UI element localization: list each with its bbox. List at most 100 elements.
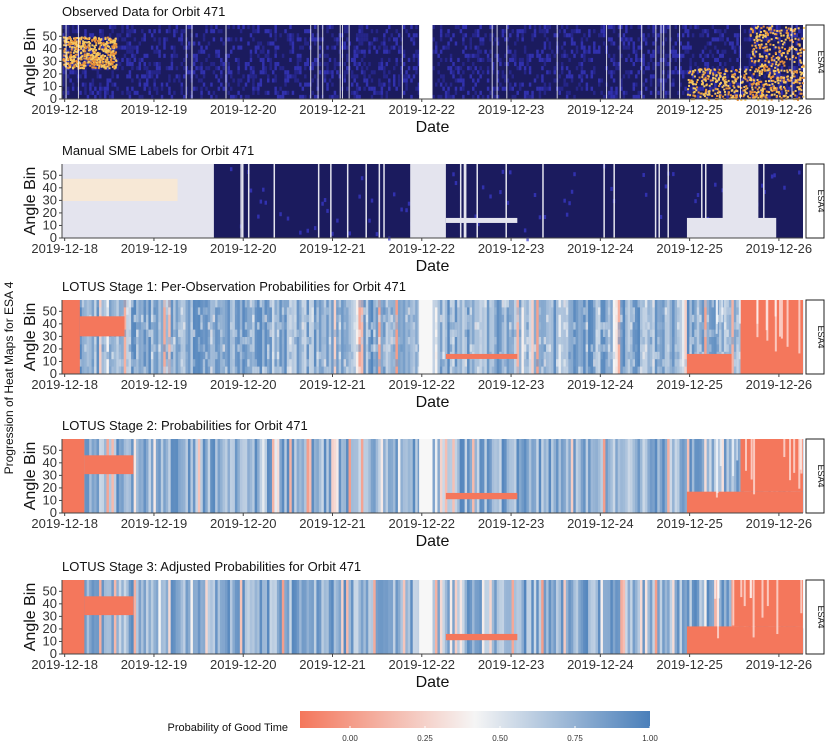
x-tick-label: 2019-12-18 xyxy=(31,377,98,392)
y-tick-label: 0 xyxy=(50,366,57,381)
facet-strip xyxy=(805,299,825,375)
panel-title: LOTUS Stage 2: Probabilities for Orbit 4… xyxy=(62,418,308,433)
y-tick-label: 50 xyxy=(43,442,57,457)
x-tick-label: 2019-12-24 xyxy=(567,241,634,256)
x-tick-label: 2019-12-23 xyxy=(478,241,545,256)
y-axis-label: Angle Bin xyxy=(22,442,39,511)
heatmap-cells xyxy=(62,300,804,374)
legend-tick-label: 0.75 xyxy=(567,734,583,743)
facet-strip-label: ESA4 xyxy=(816,605,826,628)
y-tick-label: 30 xyxy=(43,467,57,482)
y-tick-label: 10 xyxy=(43,633,57,648)
legend-tick-label: 0.00 xyxy=(342,734,358,743)
y-axis-label: Angle Bin xyxy=(22,303,39,372)
y-tick-label: 0 xyxy=(50,646,57,661)
x-axis-label: Date xyxy=(416,674,450,691)
x-tick-label: 2019-12-22 xyxy=(389,377,456,392)
panel-title: Observed Data for Orbit 471 xyxy=(62,4,225,19)
heatmap-cells xyxy=(62,25,805,101)
x-tick-label: 2019-12-26 xyxy=(746,241,813,256)
y-tick-label: 50 xyxy=(43,583,57,598)
y-tick-label: 30 xyxy=(43,328,57,343)
legend-tick-label: 0.25 xyxy=(417,734,433,743)
x-tick-label: 2019-12-18 xyxy=(31,241,98,256)
x-tick-label: 2019-12-21 xyxy=(299,516,366,531)
facet-strip xyxy=(805,579,825,655)
x-tick-label: 2019-12-25 xyxy=(656,241,723,256)
x-tick-label: 2019-12-26 xyxy=(746,657,813,672)
x-tick-label: 2019-12-24 xyxy=(567,377,634,392)
facet-strip-label: ESA4 xyxy=(816,50,826,73)
y-tick-label: 50 xyxy=(43,28,57,43)
y-tick-label: 40 xyxy=(43,180,57,195)
x-tick-label: 2019-12-21 xyxy=(299,241,366,256)
x-tick-label: 2019-12-23 xyxy=(478,377,545,392)
outer-y-axis-label: Progression of Heat Maps for ESA 4 xyxy=(2,281,16,474)
y-tick-label: 20 xyxy=(43,205,57,220)
panel-5: LOTUS Stage 3: Adjusted Probabilities fo… xyxy=(22,559,826,691)
x-axis-label: Date xyxy=(416,533,450,550)
x-tick-label: 2019-12-19 xyxy=(121,377,188,392)
x-axis-label: Date xyxy=(416,394,450,411)
legend-colorbar xyxy=(300,711,650,728)
y-tick-label: 20 xyxy=(43,66,57,81)
x-axis-label: Date xyxy=(416,258,450,275)
x-tick-label: 2019-12-22 xyxy=(389,102,456,117)
x-tick-label: 2019-12-19 xyxy=(121,657,188,672)
x-tick-label: 2019-12-22 xyxy=(389,241,456,256)
panel-title: Manual SME Labels for Orbit 471 xyxy=(62,143,254,158)
panels: Observed Data for Orbit 4710102030405020… xyxy=(22,4,826,691)
legend-tick-label: 0.50 xyxy=(492,734,508,743)
legend-title: Probability of Good Time xyxy=(168,722,288,734)
x-tick-label: 2019-12-26 xyxy=(746,516,813,531)
panel-title: LOTUS Stage 3: Adjusted Probabilities fo… xyxy=(62,559,361,574)
x-tick-label: 2019-12-18 xyxy=(31,516,98,531)
facet-strip xyxy=(805,438,825,514)
x-tick-label: 2019-12-23 xyxy=(478,102,545,117)
x-tick-label: 2019-12-18 xyxy=(31,657,98,672)
heatmap-cells xyxy=(62,164,803,242)
x-tick-label: 2019-12-24 xyxy=(567,102,634,117)
x-tick-label: 2019-12-23 xyxy=(478,657,545,672)
legend-tick-label: 1.00 xyxy=(642,734,658,743)
y-tick-label: 10 xyxy=(43,353,57,368)
x-axis-label: Date xyxy=(416,119,450,136)
y-tick-label: 20 xyxy=(43,341,57,356)
y-tick-label: 10 xyxy=(43,217,57,232)
x-tick-label: 2019-12-25 xyxy=(656,377,723,392)
x-tick-label: 2019-12-21 xyxy=(299,102,366,117)
x-tick-label: 2019-12-19 xyxy=(121,102,188,117)
x-tick-label: 2019-12-25 xyxy=(656,657,723,672)
y-tick-label: 40 xyxy=(43,596,57,611)
x-tick-label: 2019-12-19 xyxy=(121,241,188,256)
heatmap-cells xyxy=(62,439,804,513)
y-axis-label: Angle Bin xyxy=(22,167,39,236)
x-tick-label: 2019-12-21 xyxy=(299,377,366,392)
y-tick-label: 20 xyxy=(43,621,57,636)
x-tick-label: 2019-12-21 xyxy=(299,657,366,672)
facet-strip xyxy=(805,24,825,100)
x-tick-label: 2019-12-20 xyxy=(210,657,277,672)
y-axis-label: Angle Bin xyxy=(22,28,39,97)
heatmap-cells xyxy=(62,580,805,654)
x-tick-label: 2019-12-24 xyxy=(567,516,634,531)
panel-3: LOTUS Stage 1: Per-Observation Probabili… xyxy=(22,279,826,411)
facet-strip-label: ESA4 xyxy=(816,189,826,212)
y-tick-label: 50 xyxy=(43,303,57,318)
panel-title: LOTUS Stage 1: Per-Observation Probabili… xyxy=(62,279,406,294)
x-tick-label: 2019-12-25 xyxy=(656,516,723,531)
x-tick-label: 2019-12-20 xyxy=(210,516,277,531)
y-tick-label: 10 xyxy=(43,492,57,507)
x-tick-label: 2019-12-20 xyxy=(210,102,277,117)
y-tick-label: 40 xyxy=(43,41,57,56)
y-tick-label: 0 xyxy=(50,505,57,520)
facet-strip-label: ESA4 xyxy=(816,464,826,487)
panel-4: LOTUS Stage 2: Probabilities for Orbit 4… xyxy=(22,418,826,550)
y-tick-label: 30 xyxy=(43,53,57,68)
y-tick-label: 30 xyxy=(43,608,57,623)
x-tick-label: 2019-12-20 xyxy=(210,377,277,392)
y-axis-label: Angle Bin xyxy=(22,583,39,652)
